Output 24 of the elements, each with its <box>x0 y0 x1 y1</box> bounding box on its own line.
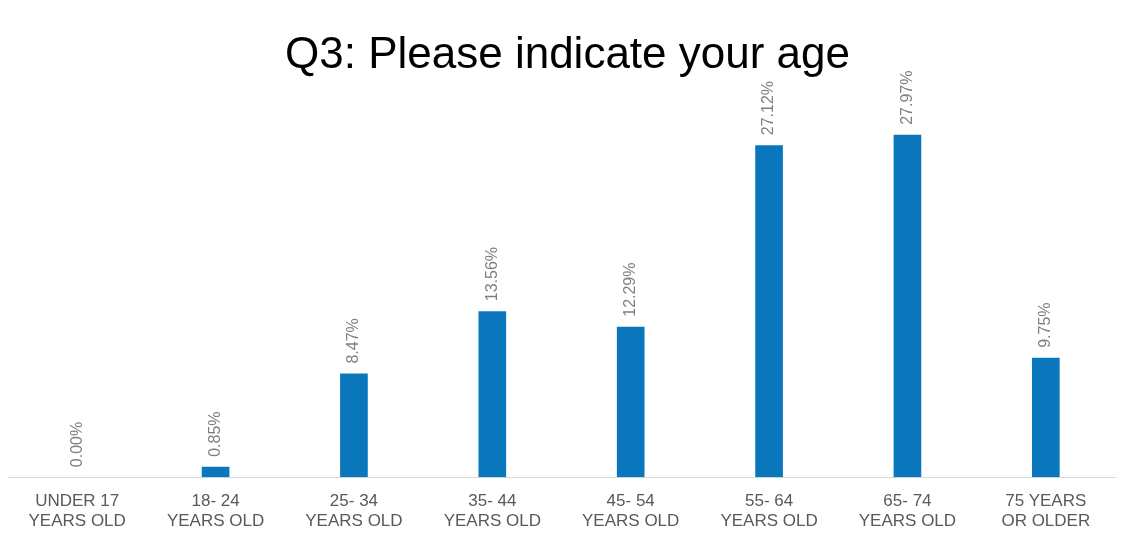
x-tick-label: 18- 24 YEARS OLD <box>166 491 265 531</box>
x-tick-label: 75 YEARS OR OLDER <box>1001 491 1091 531</box>
x-tick-label: 55- 64 YEARS OLD <box>720 491 818 531</box>
data-label: 13.56% <box>482 246 500 302</box>
data-label: 0.00% <box>67 421 85 468</box>
x-tick-label: 35- 44 YEARS OLD <box>443 491 541 531</box>
bar <box>340 373 368 478</box>
bar <box>893 134 922 478</box>
data-label: 12.29% <box>621 262 639 317</box>
data-label: 8.47% <box>344 318 362 364</box>
data-label: 9.75% <box>1036 302 1054 348</box>
data-label: 0.85% <box>205 411 223 457</box>
bar <box>478 311 507 478</box>
bar <box>201 466 230 478</box>
bar <box>755 145 783 478</box>
x-tick-label: 25- 34 YEARS OLD <box>305 491 403 531</box>
bar <box>616 326 645 478</box>
bar <box>1031 357 1060 478</box>
data-label: 27.12% <box>759 80 777 136</box>
x-tick-label: 45- 54 YEARS OLD <box>582 491 680 531</box>
x-tick-label: 65- 74 YEARS OLD <box>858 491 957 531</box>
data-label: 27.97% <box>897 70 915 125</box>
x-tick-label: UNDER 17 YEARS OLD <box>28 491 126 531</box>
chart-title: Q3: Please indicate your age <box>284 28 851 77</box>
